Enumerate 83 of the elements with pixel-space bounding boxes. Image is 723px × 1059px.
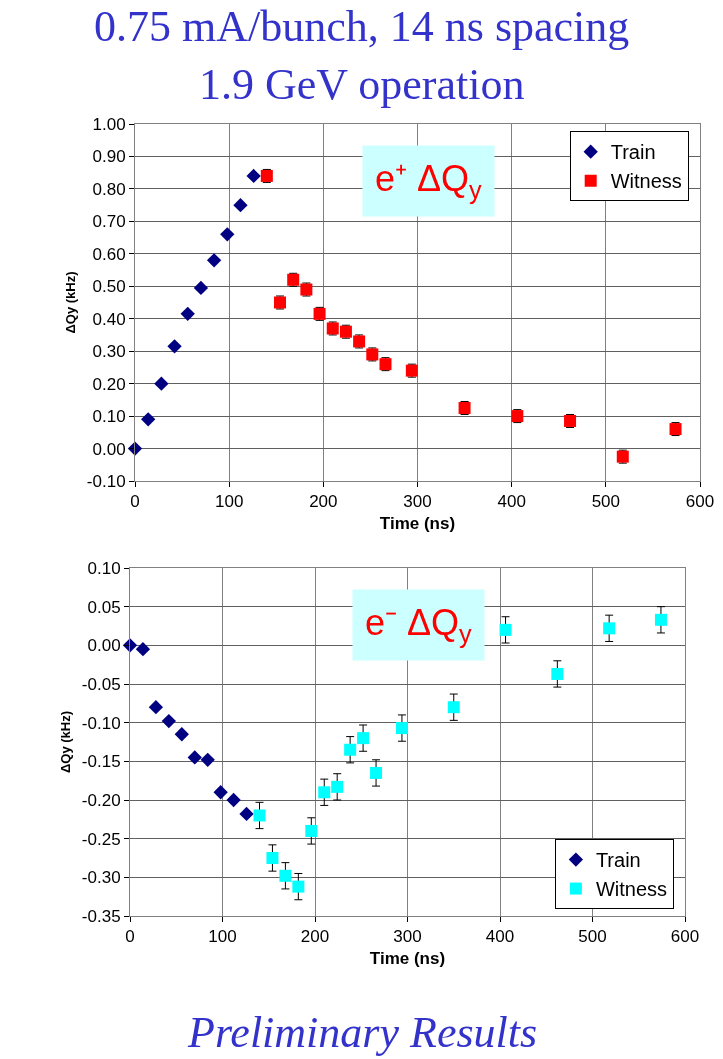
y-tick-label: 0.30 — [92, 342, 126, 362]
x-tick-label: 400 — [497, 492, 526, 512]
x-tick-label: 500 — [591, 492, 621, 512]
y-axis-title: ΔQy (kHz) — [57, 710, 73, 774]
point — [220, 227, 235, 242]
y-tick-label: 0.10 — [87, 558, 121, 578]
legend-label: Train — [595, 849, 641, 872]
point — [603, 622, 616, 635]
point — [370, 766, 383, 779]
point — [447, 701, 460, 714]
y-tick-label: 0.90 — [92, 147, 126, 167]
x-tick-label: 600 — [685, 492, 715, 512]
x-axis-title: Time (ns) — [379, 513, 456, 533]
point — [266, 852, 279, 864]
y-tick-label: -0.20 — [81, 790, 121, 810]
x-tick-label: 100 — [214, 492, 244, 512]
point — [499, 623, 512, 636]
point — [292, 880, 305, 893]
point — [318, 786, 331, 799]
y-tick-label: -0.15 — [81, 752, 121, 772]
y-tick-label: -0.25 — [81, 829, 121, 849]
point — [233, 197, 248, 213]
y-tick-label: -0.10 — [86, 471, 126, 491]
point — [395, 722, 408, 735]
x-tick-label: 0 — [125, 927, 135, 947]
y-tick-label: -0.10 — [81, 713, 121, 733]
x-tick-label: 100 — [208, 927, 237, 947]
y-tick-label: 0.20 — [92, 374, 126, 394]
y-tick-label: 0.00 — [92, 439, 126, 459]
y-tick-label: 0.80 — [92, 179, 126, 199]
point — [357, 732, 370, 745]
y-tick-label: 0.70 — [92, 212, 126, 232]
annotation: e⁺ ΔQ$_{y}$ — [375, 158, 483, 204]
point — [180, 306, 195, 322]
y-tick-label: -0.05 — [81, 674, 121, 694]
point — [246, 168, 261, 184]
point — [253, 809, 266, 822]
x-tick-label: 500 — [578, 927, 607, 947]
point — [135, 642, 151, 657]
point — [154, 376, 169, 391]
point — [331, 780, 344, 793]
point — [239, 806, 254, 822]
point — [174, 727, 189, 742]
point — [213, 785, 228, 800]
x-tick-label: 300 — [403, 492, 432, 512]
x-tick-label: 200 — [309, 492, 338, 512]
point — [193, 280, 209, 296]
point — [344, 743, 357, 756]
y-tick-label: 1.00 — [92, 114, 126, 134]
point — [654, 613, 667, 626]
legend-label: Witness — [595, 878, 668, 901]
chart-title: 0.75 mA/bunch, 14 ns spacing — [94, 2, 630, 51]
x-tick-label: 400 — [485, 927, 515, 947]
x-tick-label: 200 — [300, 927, 330, 947]
point — [551, 667, 564, 680]
point — [279, 869, 292, 882]
point — [200, 752, 215, 767]
point — [141, 412, 156, 427]
point — [167, 339, 182, 354]
x-tick-label: 300 — [393, 927, 422, 947]
y-axis-title: ΔQy (kHz) — [62, 271, 78, 334]
annotation: e⁻ ΔQ$_{y}$ — [365, 602, 473, 648]
point — [206, 253, 222, 268]
point — [148, 700, 164, 715]
y-tick-label: 0.50 — [92, 277, 126, 297]
chart-subtitle: 1.9 GeV operation — [199, 60, 525, 109]
x-axis-title: Time (ns) — [369, 948, 446, 968]
legend-label: Witness — [610, 170, 682, 193]
y-tick-label: -0.35 — [81, 906, 121, 926]
y-tick-label: 0.00 — [87, 636, 121, 656]
point — [161, 713, 176, 729]
y-tick-label: 0.40 — [92, 309, 126, 329]
y-tick-label: -0.30 — [81, 868, 121, 888]
x-tick-label: 600 — [670, 927, 700, 947]
text: Preliminary Results — [187, 1008, 538, 1057]
x-tick-label: 0 — [130, 492, 140, 512]
point — [187, 750, 202, 765]
point — [305, 824, 318, 837]
legend-label: Train — [610, 141, 656, 164]
y-tick-label: 0.05 — [87, 597, 121, 617]
y-tick-label: 0.60 — [92, 244, 126, 264]
y-tick-label: 0.10 — [92, 407, 126, 427]
point — [226, 792, 241, 808]
